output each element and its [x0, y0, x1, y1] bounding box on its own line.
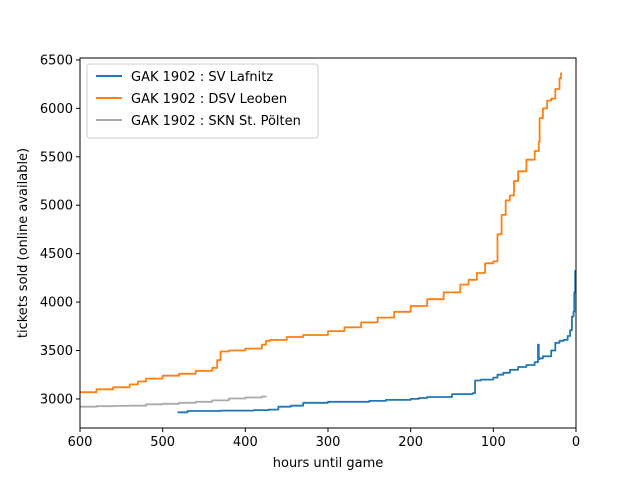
y-tick-label: 6500: [40, 53, 73, 68]
series-line-1: [177, 270, 577, 414]
x-axis: 600 500 400 300 200 100 0: [68, 428, 580, 450]
legend-box: [86, 63, 319, 139]
legend-label-3: GAK 1902 : SKN St. Pölten: [131, 114, 301, 129]
x-tick-label: 200: [398, 435, 423, 450]
x-tick-label: 600: [68, 435, 93, 450]
y-axis: 3000 3500 4000 4500 5000 5500 6000 6500: [40, 53, 80, 407]
y-tick-label: 5000: [40, 199, 73, 214]
y-tick-label: 6000: [40, 102, 73, 117]
series-layer: [80, 72, 577, 414]
x-tick-label: 0: [572, 435, 580, 450]
y-tick-label: 3500: [40, 344, 73, 359]
x-axis-label: hours until game: [273, 456, 384, 471]
y-tick-label: 3000: [40, 392, 73, 407]
y-axis-label: tickets sold (online available): [16, 148, 31, 338]
x-tick-label: 500: [150, 435, 175, 450]
legend: GAK 1902 : SV Lafnitz GAK 1902 : DSV Leob…: [86, 63, 319, 139]
x-tick-label: 300: [316, 435, 341, 450]
x-tick-label: 400: [233, 435, 258, 450]
series-line-3: [80, 395, 267, 408]
y-tick-label: 4500: [40, 247, 73, 262]
y-tick-label: 5500: [40, 150, 73, 165]
x-tick-label: 100: [481, 435, 506, 450]
legend-label-2: GAK 1902 : DSV Leoben: [131, 92, 287, 107]
series-line-2: [80, 72, 562, 394]
legend-label-1: GAK 1902 : SV Lafnitz: [131, 70, 273, 85]
y-tick-label: 4000: [40, 296, 73, 311]
